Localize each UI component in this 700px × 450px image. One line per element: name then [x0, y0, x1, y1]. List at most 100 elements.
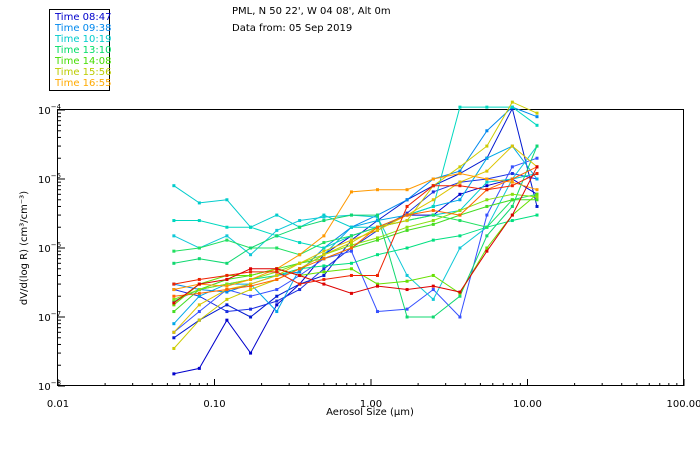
data-point [485, 184, 489, 188]
data-point [275, 288, 279, 292]
data-point [405, 188, 409, 192]
y-tick-label: 10−4 [38, 103, 62, 117]
data-point [535, 115, 539, 119]
data-point [322, 282, 326, 286]
data-point [249, 284, 253, 288]
data-point [510, 105, 514, 109]
data-point [225, 288, 229, 292]
data-point [172, 282, 176, 286]
data-point [322, 213, 326, 217]
data-point [535, 172, 539, 176]
data-point [349, 273, 353, 277]
data-point [225, 310, 229, 314]
data-point [458, 213, 462, 217]
data-point [431, 177, 435, 181]
data-point [375, 213, 379, 217]
data-point [485, 156, 489, 160]
data-point [172, 261, 176, 265]
data-point [510, 198, 514, 202]
data-point [405, 307, 409, 311]
data-point [197, 277, 201, 281]
data-point [535, 123, 539, 127]
data-point [375, 188, 379, 192]
data-point [458, 290, 462, 294]
data-point [431, 238, 435, 242]
data-point [510, 184, 514, 188]
data-point [225, 225, 229, 229]
data-point [349, 241, 353, 245]
data-point [225, 234, 229, 238]
data-point [510, 177, 514, 181]
data-point [458, 192, 462, 196]
data-point [405, 211, 409, 215]
data-point [322, 219, 326, 223]
data-point [349, 213, 353, 217]
data-point [458, 105, 462, 109]
data-point [375, 219, 379, 223]
data-point [322, 234, 326, 238]
y-tick-label: 10−8 [38, 379, 61, 393]
series-7 [172, 172, 539, 229]
data-point [458, 165, 462, 169]
data-point [172, 294, 176, 298]
data-point [431, 315, 435, 319]
data-point [225, 238, 229, 242]
x-axis-label: Aerosol Size (μm) [326, 407, 414, 418]
series-12 [172, 144, 539, 319]
data-point [275, 234, 279, 238]
data-point [535, 188, 539, 192]
series-15 [172, 192, 539, 301]
data-point [375, 253, 379, 257]
data-point [197, 257, 201, 261]
data-point [298, 253, 302, 257]
data-point [405, 246, 409, 250]
data-point [275, 267, 279, 271]
data-point [535, 165, 539, 169]
data-point [485, 144, 489, 148]
data-point [510, 219, 514, 223]
data-point [249, 267, 253, 271]
data-point [431, 204, 435, 208]
data-point [172, 184, 176, 188]
data-point [375, 228, 379, 232]
data-point [349, 267, 353, 271]
data-point [298, 267, 302, 271]
data-point [322, 246, 326, 250]
data-point [197, 201, 201, 205]
data-point [431, 222, 435, 226]
data-point [322, 273, 326, 277]
data-point [458, 219, 462, 223]
data-point [322, 253, 326, 257]
data-point [249, 307, 253, 311]
data-point [535, 156, 539, 160]
data-point [197, 288, 201, 292]
data-point [535, 192, 539, 196]
data-point [431, 198, 435, 202]
legend-entry: Time 15:56 [54, 67, 111, 78]
data-point [349, 234, 353, 238]
data-point [322, 270, 326, 274]
y-axis-label: dV/d(log R) (cm³/cm⁻³) [19, 191, 30, 305]
data-point [322, 241, 326, 245]
data-point [510, 192, 514, 196]
legend-entry: Time 13:10 [54, 45, 111, 56]
data-point [431, 213, 435, 217]
data-point [431, 190, 435, 194]
data-point [275, 228, 279, 232]
data-point [249, 315, 253, 319]
data-point [535, 111, 539, 115]
data-point [249, 288, 253, 292]
data-point [349, 190, 353, 194]
data-point [197, 219, 201, 223]
data-point [322, 257, 326, 261]
y-tick-label: 10−6 [38, 241, 62, 255]
data-point [349, 249, 353, 253]
data-point [431, 273, 435, 277]
data-point [275, 299, 279, 303]
data-point [405, 288, 409, 292]
data-point [322, 264, 326, 268]
x-tick-label: 0.01 [47, 399, 69, 410]
data-point [375, 238, 379, 242]
data-point [172, 372, 176, 376]
